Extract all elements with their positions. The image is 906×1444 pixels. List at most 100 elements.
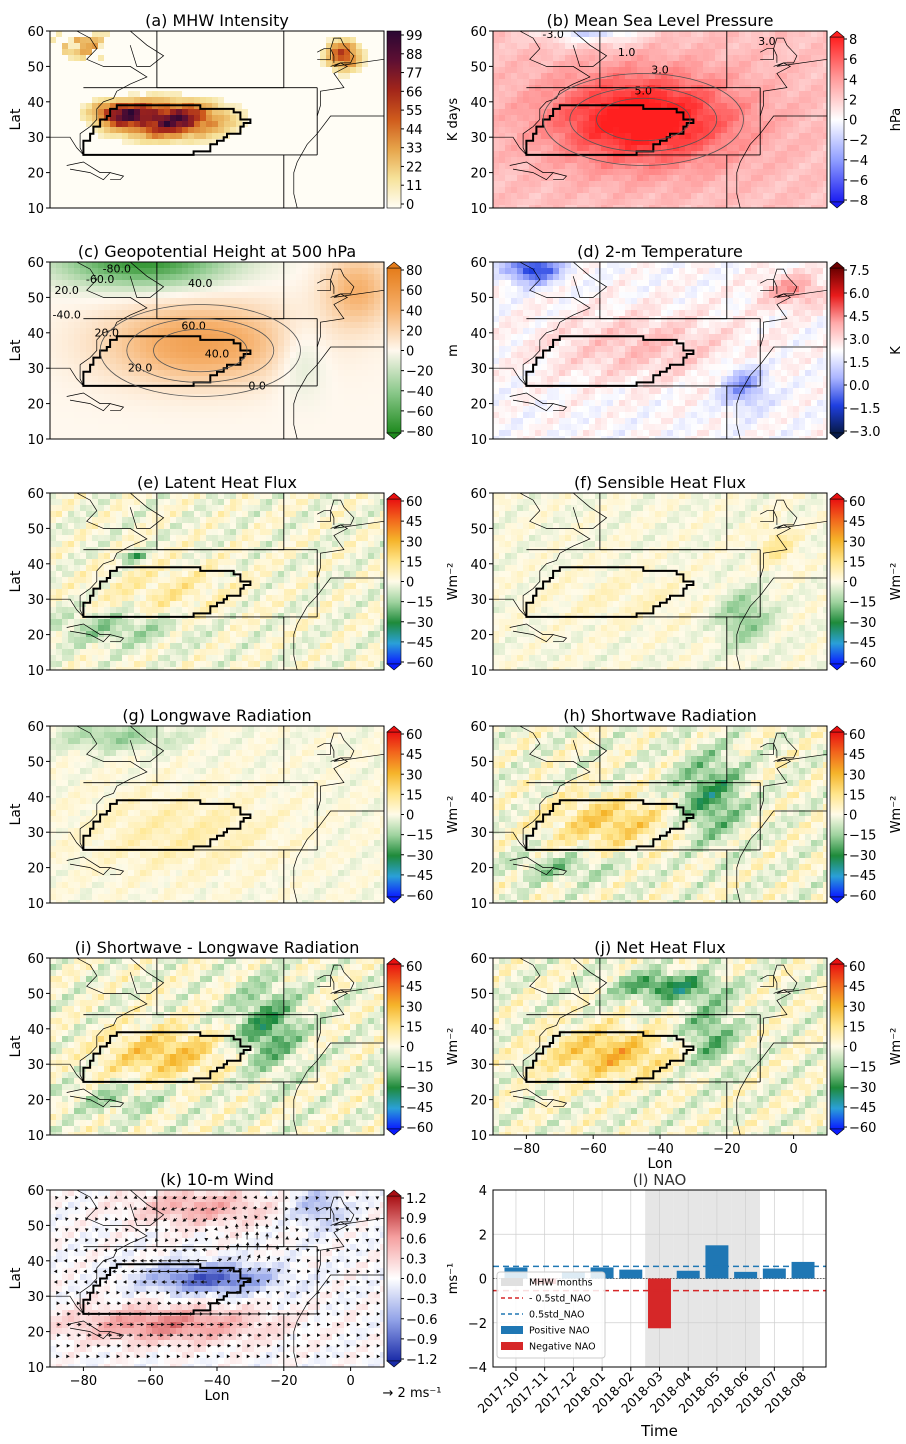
colorbar-tick-label: −60 <box>849 889 876 904</box>
map-panels: (a) MHW Intensity605040302010Lat99887766… <box>8 11 904 1404</box>
colorbar-tick-label: −60 <box>406 889 433 904</box>
colorbar-label: ms⁻¹ <box>446 1263 461 1295</box>
wind-vectors <box>53 1195 381 1359</box>
colorbar-tick-label: 0.6 <box>406 1232 427 1247</box>
lat-tick-label: 60 <box>27 720 44 735</box>
colorbar-tick-label: 20 <box>406 324 423 339</box>
lat-tick-label: 40 <box>27 327 44 342</box>
colorbar-tick-label: 66 <box>406 85 423 100</box>
colorbar-tick-label: −8 <box>849 194 868 209</box>
lat-tick-label: 60 <box>470 256 487 271</box>
lat-tick-label: 60 <box>27 1184 44 1199</box>
panel-title: (k) 10-m Wind <box>160 1170 274 1189</box>
colorbar: 7.5 6.0 4.5 3.0 1.5 0.0 −1.5 −3.0 K <box>829 261 904 440</box>
colorbar-tick-label: 30 <box>406 1000 423 1015</box>
lat-tick-label: 20 <box>27 167 44 182</box>
legend-swatch <box>501 1326 523 1334</box>
colorbar-max-extend <box>829 725 845 733</box>
colorbar-tick-label: 45 <box>849 748 866 763</box>
colorbar-tick-label: 4 <box>849 73 857 88</box>
colorbar-max-extend <box>829 30 845 38</box>
colorbar-tick-label: −1.5 <box>849 402 881 417</box>
colorbar-tick-label: −0.6 <box>406 1313 438 1328</box>
map-panel-swlw: (i) Shortwave - Longwave Radiation 60 50 40… <box>8 938 461 1144</box>
colorbar: 60 45 30 15 0 −15 −30 −45 −60 Wm⁻² <box>829 492 904 671</box>
lat-tick-label: 40 <box>470 327 487 342</box>
colorbar-min-extend <box>386 663 402 671</box>
colorbar-gradient <box>829 731 845 898</box>
panel-title: (d) 2-m Temperature <box>577 242 743 261</box>
colorbar-tick-label: −15 <box>849 829 876 844</box>
lat-tick-label: 20 <box>27 1094 44 1109</box>
colorbar-tick-label: −60 <box>406 405 433 420</box>
mhw-region-outline <box>525 104 695 156</box>
colorbar-tick-label: −60 <box>406 1121 433 1136</box>
lat-tick-label: 40 <box>470 791 487 806</box>
colorbar-tick-label: −45 <box>849 1101 876 1116</box>
bar-2018-07 <box>762 1268 786 1279</box>
colorbar-tick-label: 60 <box>849 960 866 975</box>
lat-tick-label: 30 <box>27 826 44 841</box>
colorbar-tick-label: −6 <box>849 174 868 189</box>
lat-tick-label: 20 <box>470 398 487 413</box>
y-axis-label: Lat <box>8 803 24 825</box>
lon-tick-label: −20 <box>713 1142 740 1157</box>
colorbar-label: K <box>889 346 904 355</box>
mhw-region-outline <box>82 566 252 618</box>
colorbar: 8 6 4 2 0 −2 −4 −6 −8 hPa <box>829 30 904 209</box>
contour-label: 1.0 <box>618 46 636 59</box>
colorbar-tick-label: 77 <box>406 67 423 82</box>
colorbar-tick-label: −45 <box>849 869 876 884</box>
panel-title: (a) MHW Intensity <box>145 11 289 30</box>
lat-tick-label: 10 <box>27 897 44 912</box>
colorbar-max-extend <box>386 492 402 500</box>
colorbar-tick-label: −30 <box>406 849 433 864</box>
lat-tick-label: 60 <box>27 952 44 967</box>
colorbar-tick-label: 80 <box>406 264 423 279</box>
panel-title: (c) Geopotential Height at 500 hPa <box>78 242 356 261</box>
lat-tick-label: 30 <box>27 131 44 146</box>
lat-tick-label: 30 <box>470 131 487 146</box>
mhw-region-outline <box>525 335 695 387</box>
map-field <box>493 958 827 1135</box>
legend-swatch <box>501 1278 523 1286</box>
lat-tick-label: 10 <box>27 433 44 448</box>
colorbar-tick-label: 1.2 <box>406 1192 427 1207</box>
colorbar-tick-label: 4.5 <box>849 310 870 325</box>
colorbar-tick-label: 30 <box>849 768 866 783</box>
legend-label: 0.5std_NAO <box>529 1310 584 1321</box>
legend-label: Positive NAO <box>529 1326 590 1337</box>
colorbar-tick-label: 0 <box>849 576 857 591</box>
colorbar-tick-label: 8 <box>849 33 857 48</box>
map-frame <box>49 492 385 671</box>
colorbar-tick-label: 45 <box>849 515 866 530</box>
mhw-region-outline <box>82 104 252 156</box>
colorbar-tick-label: 55 <box>406 104 423 119</box>
bar-2018-06 <box>734 1271 758 1279</box>
map-panel-mhw: (a) MHW Intensity 60 50 40 30 20 10 Lat 99 88 77 66… <box>8 11 461 217</box>
colorbar-tick-label: −4 <box>849 154 868 169</box>
colorbar-tick-label: −30 <box>406 1081 433 1096</box>
lat-tick-label: 60 <box>470 720 487 735</box>
colorbar-tick-label: 0 <box>849 809 857 824</box>
lat-tick-label: 50 <box>470 291 487 306</box>
colorbar-gradient <box>386 1195 402 1362</box>
colorbar-label: Wm⁻² <box>446 563 461 601</box>
colorbar-label: Wm⁻² <box>889 1028 904 1066</box>
colorbar-tick-label: −2 <box>849 134 868 149</box>
nao-legend: MHW months - 0.5std_NAO 0.5std_NAO Positive… <box>496 1271 606 1359</box>
contour-label: 40.0 <box>188 277 213 290</box>
lat-tick-label: 50 <box>27 60 44 75</box>
colorbar: 80 60 40 20 0 −20 −40 −60 −80 m <box>386 261 461 440</box>
lat-tick-label: 50 <box>27 291 44 306</box>
lat-tick-label: 20 <box>27 862 44 877</box>
contour-label: -60.0 <box>86 273 114 286</box>
colorbar-tick-label: −60 <box>849 656 876 671</box>
colorbar: 60 45 30 15 0 −15 −30 −45 −60 Wm⁻² <box>829 725 904 904</box>
colorbar-tick-label: 30 <box>406 535 423 550</box>
lat-tick-label: 60 <box>470 25 487 40</box>
colorbar-tick-label: −15 <box>849 596 876 611</box>
y-tick-label: −4 <box>468 1361 487 1376</box>
colorbar-tick-label: 0.9 <box>406 1212 427 1227</box>
colorbar-tick-label: −15 <box>406 829 433 844</box>
